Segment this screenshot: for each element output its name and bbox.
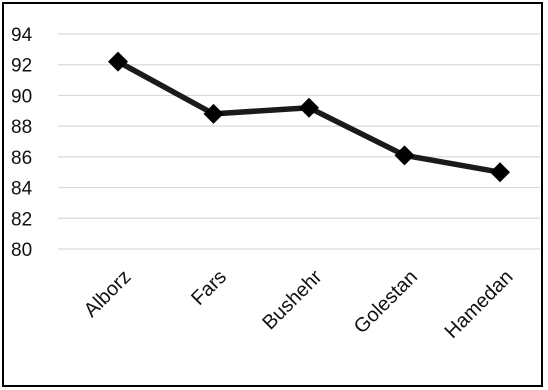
x-axis-ticks: Alborz Fars Bushehr Golestan Hamedan <box>80 266 518 343</box>
y-tick-label: 86 <box>11 148 32 169</box>
x-tick-label: Hamedan <box>441 266 518 343</box>
y-tick-label: 82 <box>11 209 32 230</box>
y-tick-label: 84 <box>11 179 33 200</box>
y-axis-ticks: 80 82 84 86 88 90 92 94 <box>11 25 33 261</box>
series-markers <box>108 51 510 183</box>
data-point-marker <box>394 145 415 166</box>
y-tick-label: 92 <box>11 56 32 77</box>
x-tick-label: Fars <box>187 266 231 310</box>
chart-frame <box>2 2 543 387</box>
x-tick-label: Bushehr <box>258 266 326 334</box>
y-tick-label: 88 <box>11 117 32 138</box>
x-tick-label: Alborz <box>80 266 136 322</box>
x-tick-label: Golestan <box>350 266 422 338</box>
data-point-marker <box>299 97 319 118</box>
data-point-marker <box>490 162 510 183</box>
data-point-marker <box>203 103 224 124</box>
y-tick-label: 90 <box>11 86 32 107</box>
gridlines <box>58 33 540 250</box>
y-tick-label: 80 <box>11 240 32 261</box>
data-point-marker <box>108 51 128 72</box>
y-tick-label: 94 <box>11 25 33 46</box>
